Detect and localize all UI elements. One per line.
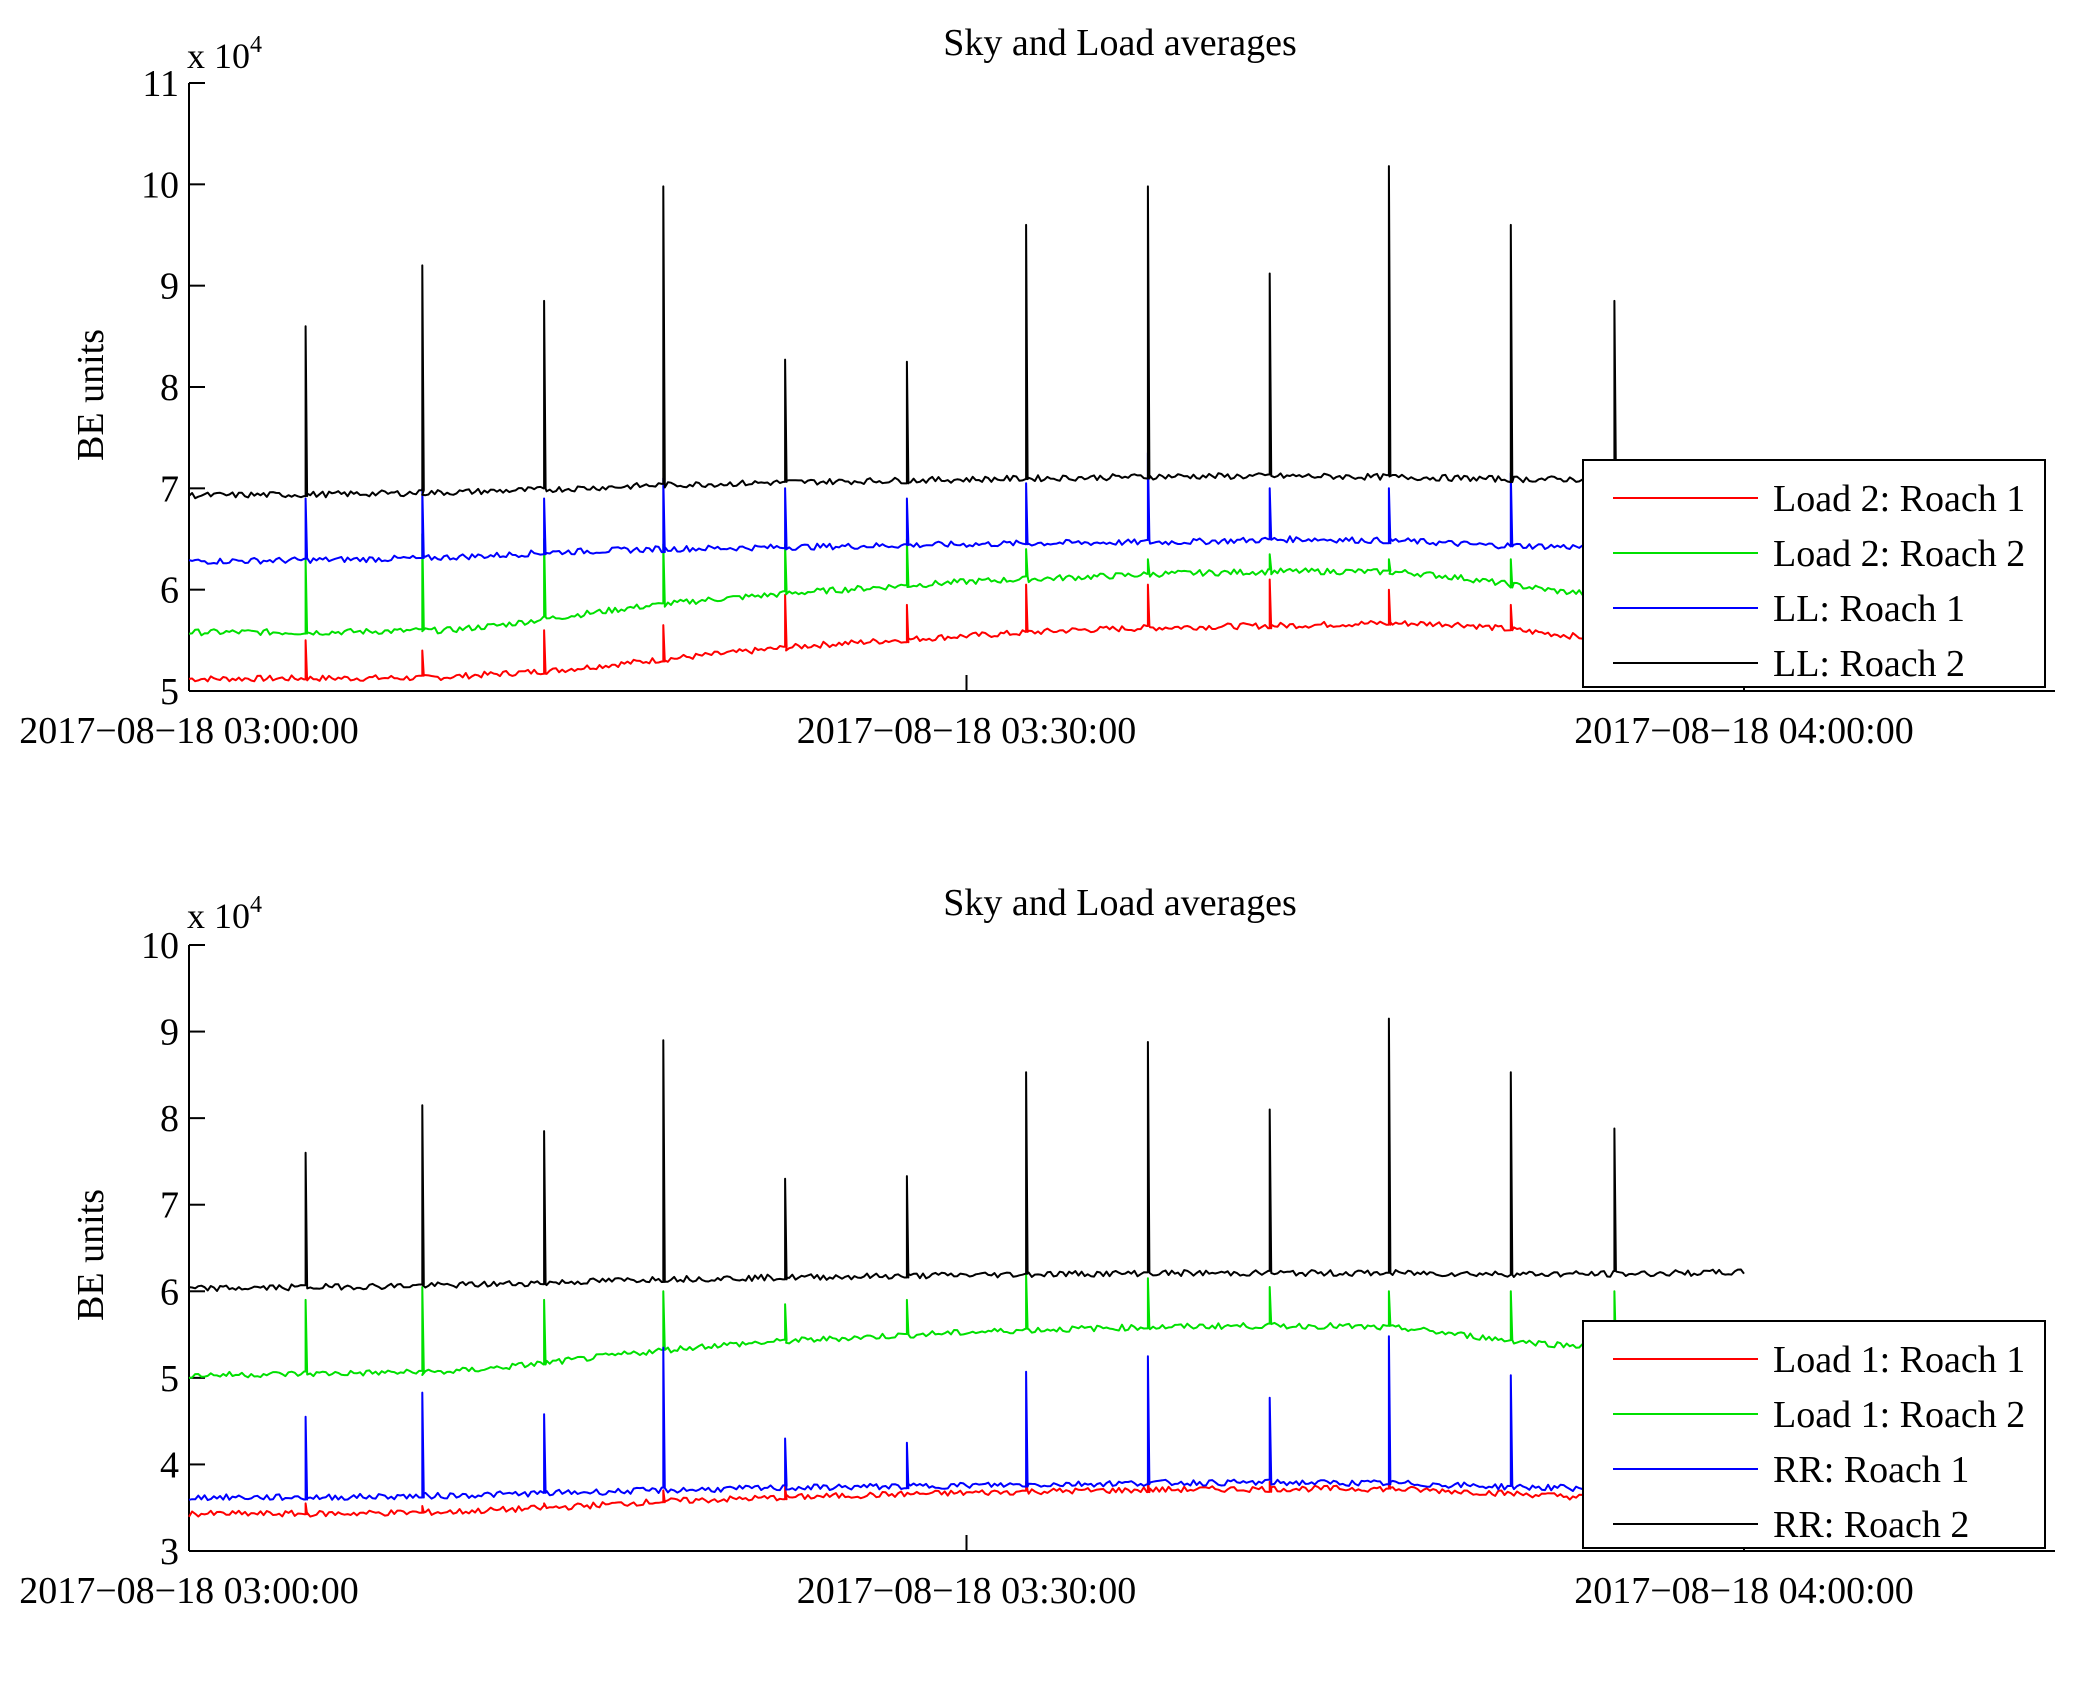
legend-label: LL: Roach 2 xyxy=(1773,643,1965,685)
chart-title: Sky and Load averages xyxy=(943,22,1297,64)
series-line xyxy=(188,1335,1745,1502)
legend: Load 1: Roach 1 Load 1: Roach 2 RR: Roach … xyxy=(1582,1320,2046,1549)
series-line xyxy=(188,165,1745,500)
y-tick-label: 8 xyxy=(160,367,179,409)
legend-items: Load 1: Roach 1 Load 1: Roach 2 RR: Roach … xyxy=(1613,1339,2025,1546)
legend-label: Load 1: Roach 2 xyxy=(1773,1394,2025,1436)
x-tick-label: 2017−08−18 03:30:00 xyxy=(797,1570,1136,1612)
y-tick-label: 10 xyxy=(141,164,179,206)
y-tick-label: 9 xyxy=(160,266,179,308)
y-multiplier: x 104 xyxy=(187,32,262,76)
x-tick-label: 2017−08−18 03:00:00 xyxy=(19,710,358,752)
x-ticks: 2017−08−18 03:00:00 2017−08−18 03:30:00 20… xyxy=(19,1535,1914,1612)
legend-label: LL: Roach 1 xyxy=(1773,588,1965,630)
y-axis-label: BE units xyxy=(70,329,112,461)
chart-title: Sky and Load averages xyxy=(943,882,1297,924)
y-tick-label: 11 xyxy=(142,63,179,105)
series-layer xyxy=(188,1017,1745,1518)
chart-panel-top: Sky and Load averages x 104 BE units 5 6 7… xyxy=(19,22,2055,752)
y-tick-label: 5 xyxy=(160,1358,179,1400)
y-tick-label: 6 xyxy=(160,570,179,612)
legend-label: RR: Roach 2 xyxy=(1773,1504,1969,1546)
y-ticks: 5 6 7 8 9 10 11 xyxy=(141,63,205,713)
y-tick-label: 5 xyxy=(160,671,179,713)
x-ticks: 2017−08−18 03:00:00 2017−08−18 03:30:00 20… xyxy=(19,675,1914,752)
y-tick-label: 7 xyxy=(160,1185,179,1227)
y-tick-label: 7 xyxy=(160,468,179,510)
series-line xyxy=(188,1273,1745,1379)
y-tick-label: 6 xyxy=(160,1271,179,1313)
legend-label: RR: Roach 1 xyxy=(1773,1449,1969,1491)
series-line xyxy=(188,532,1745,637)
x-tick-label: 2017−08−18 04:00:00 xyxy=(1574,1570,1913,1612)
y-tick-label: 9 xyxy=(160,1012,179,1054)
legend-label: Load 2: Roach 1 xyxy=(1773,478,2025,520)
series-line xyxy=(188,1017,1745,1292)
y-axis-label: BE units xyxy=(70,1189,112,1321)
x-tick-label: 2017−08−18 04:00:00 xyxy=(1574,710,1913,752)
legend-label: Load 2: Roach 2 xyxy=(1773,533,2025,575)
legend-items: Load 2: Roach 1 Load 2: Roach 2 LL: Roach … xyxy=(1613,478,2025,685)
y-multiplier: x 104 xyxy=(187,892,262,936)
y-tick-label: 4 xyxy=(160,1444,179,1486)
series-line xyxy=(188,1480,1745,1518)
series-line xyxy=(188,578,1745,683)
series-layer xyxy=(188,165,1745,683)
x-tick-label: 2017−08−18 03:30:00 xyxy=(797,710,1136,752)
y-ticks: 3 4 5 6 7 8 9 10 xyxy=(141,925,205,1573)
y-tick-label: 10 xyxy=(141,925,179,967)
chart-panel-bottom: Sky and Load averages x 104 BE units 3 4 5… xyxy=(19,882,2055,1612)
x-tick-label: 2017−08−18 03:00:00 xyxy=(19,1570,358,1612)
series-line xyxy=(188,451,1745,565)
y-tick-label: 3 xyxy=(160,1531,179,1573)
legend: Load 2: Roach 1 Load 2: Roach 2 LL: Roach … xyxy=(1582,459,2046,688)
y-tick-label: 8 xyxy=(160,1098,179,1140)
legend-label: Load 1: Roach 1 xyxy=(1773,1339,2025,1381)
